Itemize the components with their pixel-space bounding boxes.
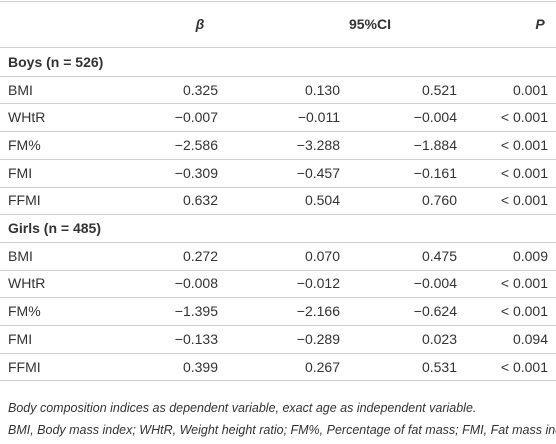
cell-value: < 0.001 xyxy=(500,192,548,209)
cell-value: −0.008 xyxy=(174,275,218,292)
cell-value: −0.133 xyxy=(174,330,218,347)
cell-value: −3.288 xyxy=(296,136,340,153)
header-ci: 95%CI xyxy=(348,16,392,32)
cell-value: 0.531 xyxy=(421,358,457,375)
row-label: FM% xyxy=(8,303,41,320)
rule xyxy=(0,186,556,188)
group-label: Girls (n = 485) xyxy=(8,220,101,237)
cell-value: −2.586 xyxy=(174,136,218,153)
rule xyxy=(0,269,556,271)
cell-value: 0.325 xyxy=(182,81,218,98)
row-label: FMI xyxy=(8,164,33,181)
cell-value: 0.267 xyxy=(304,358,340,375)
cell-value: 0.760 xyxy=(421,192,457,209)
rule xyxy=(0,297,556,299)
footnote: BMI, Body mass index; WHtR, Weight heigh… xyxy=(8,423,556,437)
cell-value: 0.023 xyxy=(421,330,457,347)
cell-value: < 0.001 xyxy=(500,303,548,320)
cell-value: −2.166 xyxy=(296,303,340,320)
cell-value: −0.011 xyxy=(297,109,340,126)
rule xyxy=(0,1,556,2)
row-label: BMI xyxy=(8,247,33,264)
cell-value: 0.399 xyxy=(182,358,218,375)
cell-value: < 0.001 xyxy=(500,136,548,153)
cell-value: < 0.001 xyxy=(500,275,548,292)
cell-value: −0.624 xyxy=(413,303,457,320)
cell-value: −1.884 xyxy=(413,136,457,153)
cell-value: 0.070 xyxy=(304,247,340,264)
rule xyxy=(0,47,556,48)
row-label: FFMI xyxy=(8,192,41,209)
cell-value: −0.007 xyxy=(174,109,218,126)
rule xyxy=(0,241,556,243)
cell-value: < 0.001 xyxy=(500,109,548,126)
cell-value: < 0.001 xyxy=(500,164,548,181)
cell-value: −0.161 xyxy=(413,164,457,181)
cell-value: 0.475 xyxy=(421,247,457,264)
cell-value: 0.009 xyxy=(512,247,548,264)
cell-value: 0.504 xyxy=(304,192,340,209)
rule xyxy=(0,352,556,354)
row-label: FFMI xyxy=(8,358,41,375)
row-label: WHtR xyxy=(8,275,46,292)
footnote: Body composition indices as dependent va… xyxy=(8,401,477,415)
header-p: P xyxy=(535,16,545,32)
rule xyxy=(0,214,556,216)
cell-value: −0.004 xyxy=(413,109,457,126)
rule xyxy=(0,75,556,77)
cell-value: 0.521 xyxy=(421,81,457,98)
rule xyxy=(0,158,556,160)
cell-value: 0.094 xyxy=(512,330,548,347)
cell-value: −0.004 xyxy=(413,275,457,292)
rule xyxy=(0,103,556,105)
row-label: WHtR xyxy=(8,109,46,126)
row-label: FM% xyxy=(8,136,41,153)
cell-value: 0.001 xyxy=(512,81,548,98)
cell-value: −1.395 xyxy=(174,303,218,320)
rule xyxy=(0,325,556,326)
cell-value: 0.632 xyxy=(182,192,218,209)
rule xyxy=(0,380,556,382)
header-beta: β xyxy=(195,16,205,32)
group-label: Boys (n = 526) xyxy=(8,53,104,70)
cell-value: −0.457 xyxy=(296,164,340,181)
cell-value: −0.012 xyxy=(296,275,340,292)
cell-value: 0.272 xyxy=(182,247,218,264)
row-label: BMI xyxy=(8,81,33,98)
rule xyxy=(0,131,556,133)
cell-value: −0.309 xyxy=(174,164,218,181)
cell-value: < 0.001 xyxy=(500,358,548,375)
cell-value: 0.130 xyxy=(304,81,340,98)
cell-value: −0.289 xyxy=(296,330,340,347)
row-label: FMI xyxy=(8,330,33,347)
